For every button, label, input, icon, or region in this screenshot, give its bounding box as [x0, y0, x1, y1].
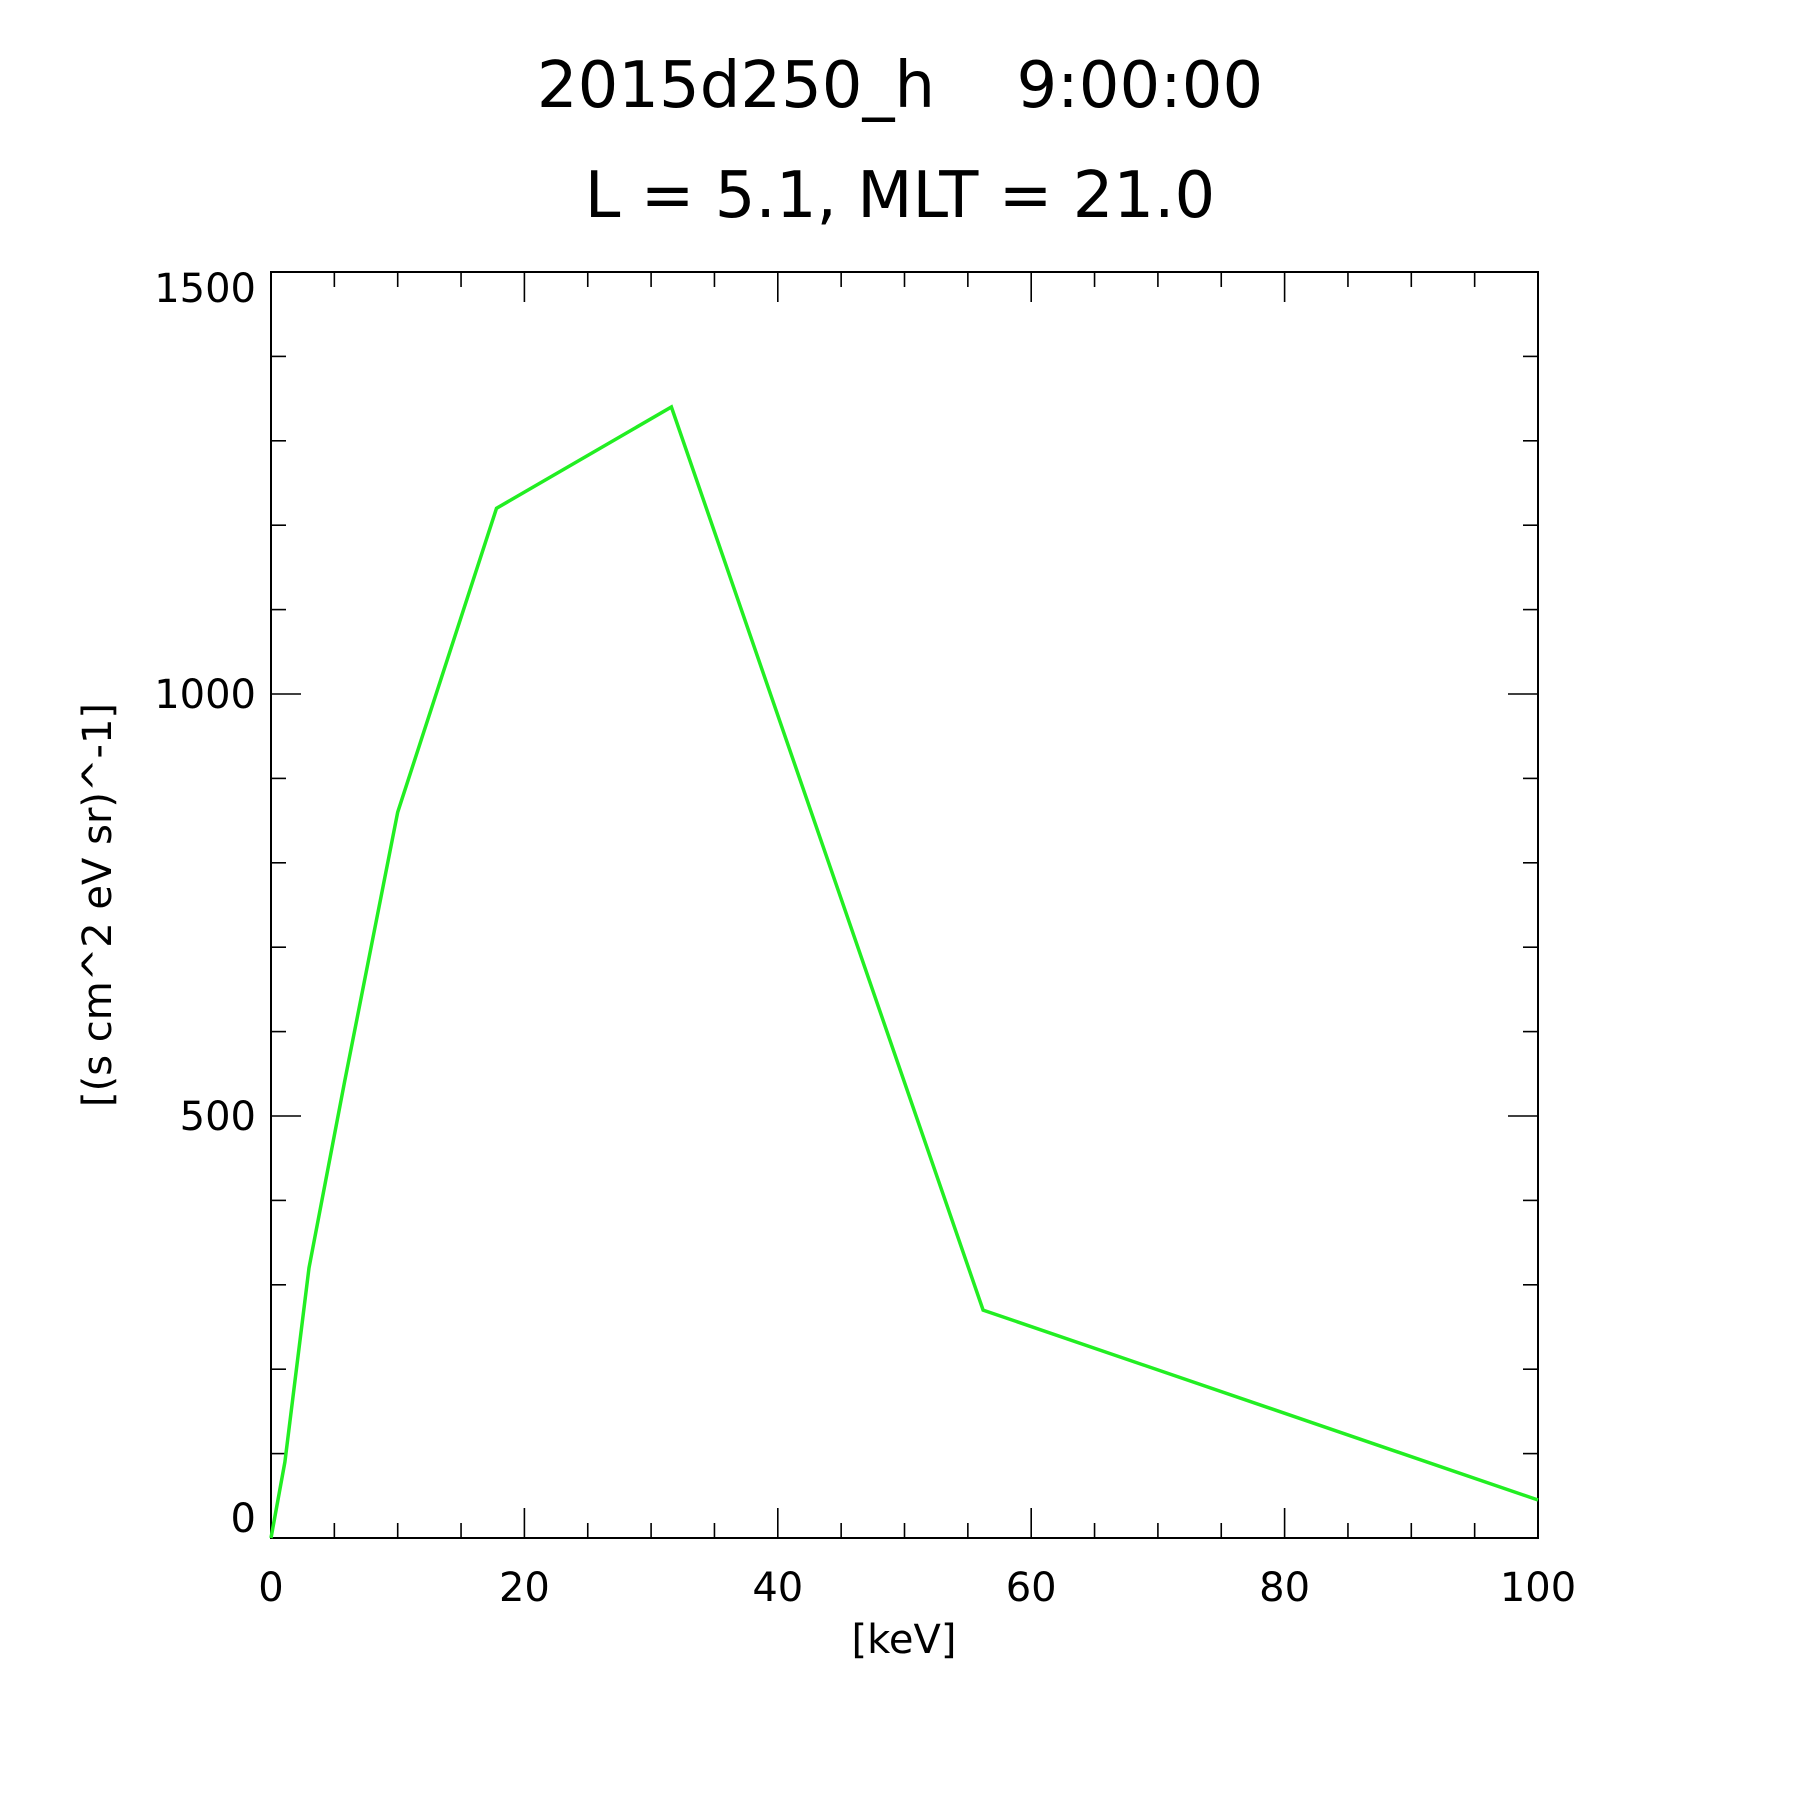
y-tick-label: 1000 — [154, 672, 256, 718]
x-axis-label: [keV] — [852, 1617, 957, 1663]
x-tick-label: 20 — [499, 1565, 550, 1611]
series-line-0 — [269, 404, 1539, 1539]
chart-subtitle: L = 5.1, MLT = 21.0 — [585, 159, 1215, 233]
x-tick-label: 0 — [258, 1565, 283, 1611]
x-tick-label: 80 — [1259, 1565, 1310, 1611]
y-tick-label: 500 — [180, 1094, 256, 1140]
y-axis-label: [(s cm^2 eV sr)^-1] — [75, 703, 121, 1107]
tick-marks — [270, 271, 1539, 1539]
chart-title: 2015d250_h 9:00:00 — [537, 49, 1263, 123]
x-tick-label: 40 — [752, 1565, 803, 1611]
x-tick-label: 60 — [1006, 1565, 1057, 1611]
x-tick-label: 100 — [1500, 1565, 1576, 1611]
y-tick-label: 1500 — [154, 266, 256, 312]
x-tick-labels: 0 20 40 60 80 100 — [258, 1565, 1576, 1611]
y-tick-labels: 0 500 1000 1500 — [154, 266, 256, 1542]
plot-frame — [270, 271, 1539, 1539]
y-tick-label: 0 — [231, 1496, 256, 1542]
series-layer — [269, 404, 1539, 1539]
